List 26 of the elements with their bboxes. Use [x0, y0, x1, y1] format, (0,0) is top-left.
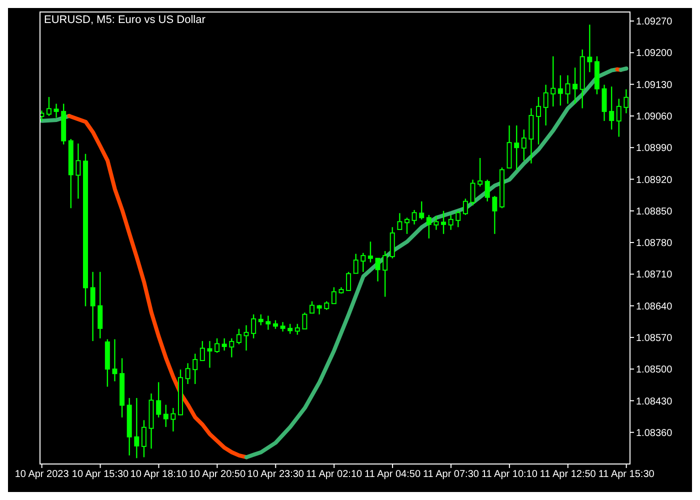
chart-title: EURUSD, M5: Euro vs US Dollar: [44, 14, 206, 26]
y-tick-label: 1.08500: [636, 364, 673, 376]
y-tick-label: 1.08570: [636, 332, 673, 344]
y-tick-label: 1.09200: [636, 48, 673, 60]
x-tick-label: 11 Apr 10:10: [481, 469, 538, 480]
x-tick-label: 10 Apr 2023: [14, 469, 70, 480]
x-tick-label: 11 Apr 15:30: [598, 469, 655, 480]
y-tick-label: 1.08990: [636, 143, 673, 154]
y-tick-label: 1.09130: [636, 80, 673, 91]
y-tick-label: 1.08920: [636, 174, 673, 186]
y-tick-label: 1.09270: [636, 16, 673, 28]
y-tick-label: 1.08710: [636, 270, 673, 281]
x-tick-label: 11 Apr 04:50: [364, 469, 421, 480]
y-tick-label: 1.08640: [636, 301, 673, 312]
x-tick-label: 11 Apr 07:30: [423, 469, 480, 480]
y-tick-label: 1.08430: [636, 396, 673, 408]
x-tick-label: 10 Apr 15:30: [72, 469, 130, 480]
x-tick-label: 10 Apr 18:10: [130, 469, 188, 480]
y-tick-label: 1.08850: [636, 206, 673, 218]
y-tick-label: 1.08780: [636, 238, 673, 250]
y-tick-label: 1.08360: [636, 428, 673, 439]
x-tick-label: 11 Apr 02:10: [306, 469, 363, 480]
y-tick-label: 1.09060: [636, 112, 673, 123]
x-tick-label: 11 Apr 12:50: [540, 469, 596, 480]
x-tick-label: 10 Apr 20:50: [188, 469, 246, 480]
x-tick-label: 10 Apr 23:30: [247, 469, 304, 480]
